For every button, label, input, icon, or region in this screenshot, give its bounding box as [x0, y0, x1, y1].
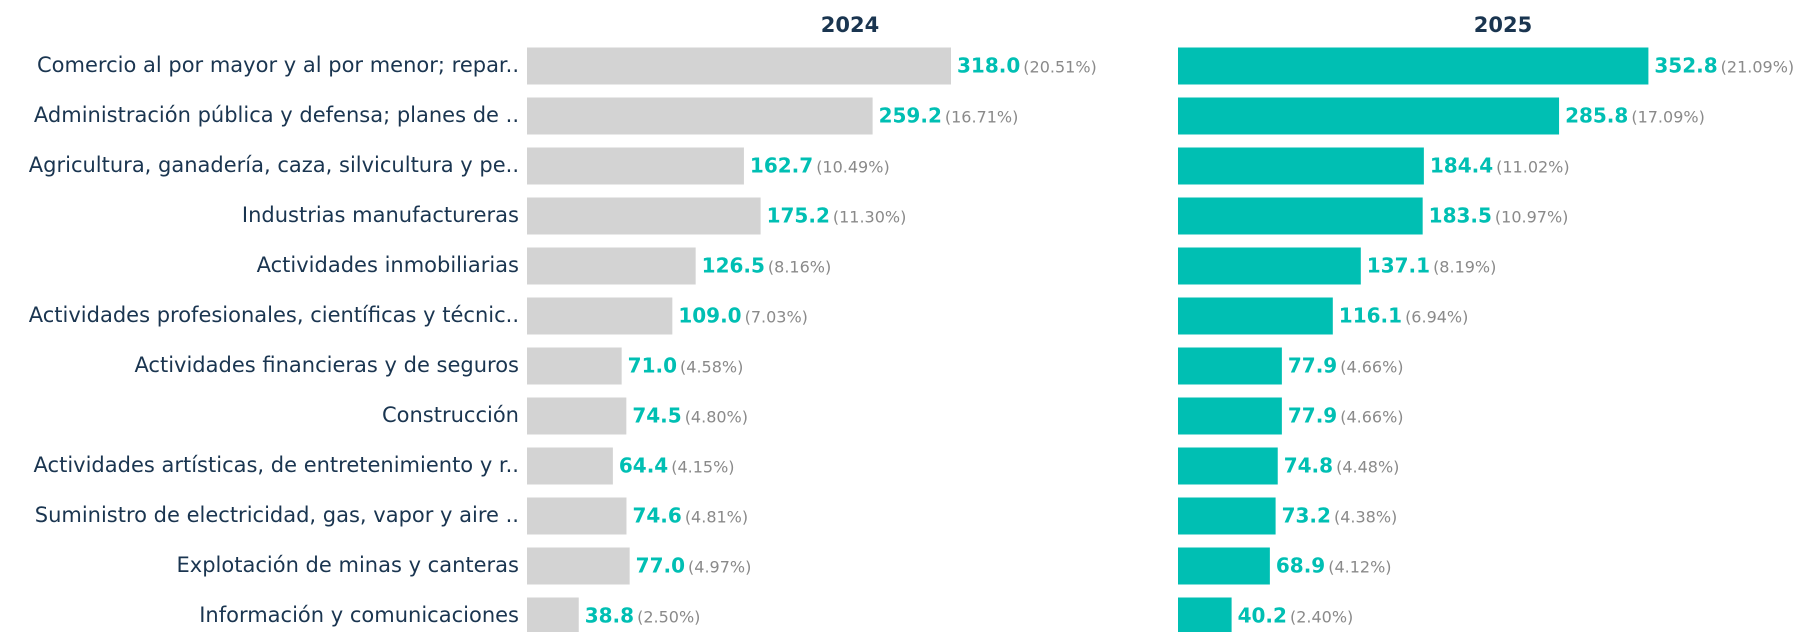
value-label: 38.8 [585, 604, 634, 628]
value-label: 318.0 [957, 54, 1020, 78]
share-label: (4.38%) [1334, 508, 1397, 527]
value-label: 352.8 [1654, 54, 1717, 78]
value-label: 77.9 [1288, 354, 1337, 378]
bar [1178, 247, 1361, 285]
value-label: 68.9 [1276, 554, 1325, 578]
bar [1178, 597, 1232, 632]
value-label: 175.2 [767, 204, 830, 228]
share-label: (4.97%) [688, 558, 751, 577]
bar [1178, 47, 1649, 85]
value-label: 109.0 [678, 304, 741, 328]
value-label: 74.5 [632, 404, 681, 428]
share-label: (4.66%) [1340, 358, 1403, 377]
share-label: (4.80%) [685, 408, 748, 427]
share-label: (6.94%) [1405, 308, 1468, 327]
bar [527, 497, 627, 535]
value-label: 116.1 [1339, 304, 1402, 328]
share-label: (2.40%) [1290, 608, 1353, 627]
category-label: Actividades inmobiliarias [257, 253, 519, 277]
bar [527, 197, 761, 235]
bar [527, 397, 627, 435]
category-label: Explotación de minas y canteras [177, 553, 519, 577]
category-label: Industrias manufactureras [242, 203, 519, 227]
value-label: 126.5 [702, 254, 765, 278]
value-label: 285.8 [1565, 104, 1628, 128]
category-label: Actividades profesionales, científicas y… [29, 303, 519, 327]
chart-title: 2025 [1474, 13, 1532, 37]
bar [527, 347, 622, 385]
bar [1178, 197, 1423, 235]
share-label: (11.02%) [1496, 158, 1570, 177]
share-label: (4.58%) [680, 358, 743, 377]
share-label: (10.49%) [816, 158, 890, 177]
bar [527, 547, 630, 585]
share-label: (10.97%) [1495, 208, 1569, 227]
chart-title: 2024 [821, 13, 879, 37]
category-label: Comercio al por mayor y al por menor; re… [37, 53, 519, 77]
value-label: 77.9 [1288, 404, 1337, 428]
share-label: (7.03%) [745, 308, 808, 327]
share-label: (8.16%) [768, 258, 831, 277]
bar [1178, 447, 1278, 485]
bar [527, 147, 744, 185]
bar [1178, 547, 1270, 585]
category-label: Agricultura, ganadería, caza, silvicultu… [29, 153, 519, 177]
value-label: 73.2 [1282, 504, 1331, 528]
value-label: 184.4 [1430, 154, 1493, 178]
value-label: 74.6 [632, 504, 681, 528]
share-label: (4.66%) [1340, 408, 1403, 427]
share-label: (20.51%) [1023, 58, 1097, 77]
category-label: Información y comunicaciones [199, 603, 519, 627]
bar [527, 597, 579, 632]
bar [527, 297, 673, 335]
value-label: 64.4 [619, 454, 668, 478]
bar [1178, 97, 1560, 135]
share-label: (4.81%) [685, 508, 748, 527]
share-label: (17.09%) [1631, 108, 1705, 127]
category-label: Administración pública y defensa; planes… [34, 103, 519, 127]
value-label: 259.2 [879, 104, 942, 128]
bar [527, 247, 696, 285]
category-label: Construcción [382, 403, 519, 427]
value-label: 74.8 [1284, 454, 1333, 478]
value-label: 40.2 [1238, 604, 1287, 628]
category-label: Actividades financieras y de seguros [134, 353, 519, 377]
share-label: (4.12%) [1328, 558, 1391, 577]
share-label: (11.30%) [833, 208, 907, 227]
share-label: (16.71%) [945, 108, 1019, 127]
share-label: (8.19%) [1433, 258, 1496, 277]
bar [527, 447, 613, 485]
category-label: Suministro de electricidad, gas, vapor y… [35, 503, 519, 527]
bar [1178, 397, 1282, 435]
value-label: 71.0 [628, 354, 677, 378]
bar [1178, 147, 1424, 185]
bar [1178, 497, 1276, 535]
bar [527, 47, 951, 85]
bar [527, 97, 873, 135]
value-label: 162.7 [750, 154, 813, 178]
share-label: (2.50%) [637, 608, 700, 627]
bar [1178, 297, 1333, 335]
value-label: 137.1 [1367, 254, 1430, 278]
share-label: (4.15%) [671, 458, 734, 477]
value-label: 183.5 [1429, 204, 1492, 228]
bar [1178, 347, 1282, 385]
share-label: (21.09%) [1721, 58, 1795, 77]
category-label: Actividades artísticas, de entretenimien… [34, 453, 519, 477]
share-label: (4.48%) [1336, 458, 1399, 477]
value-label: 77.0 [636, 554, 685, 578]
